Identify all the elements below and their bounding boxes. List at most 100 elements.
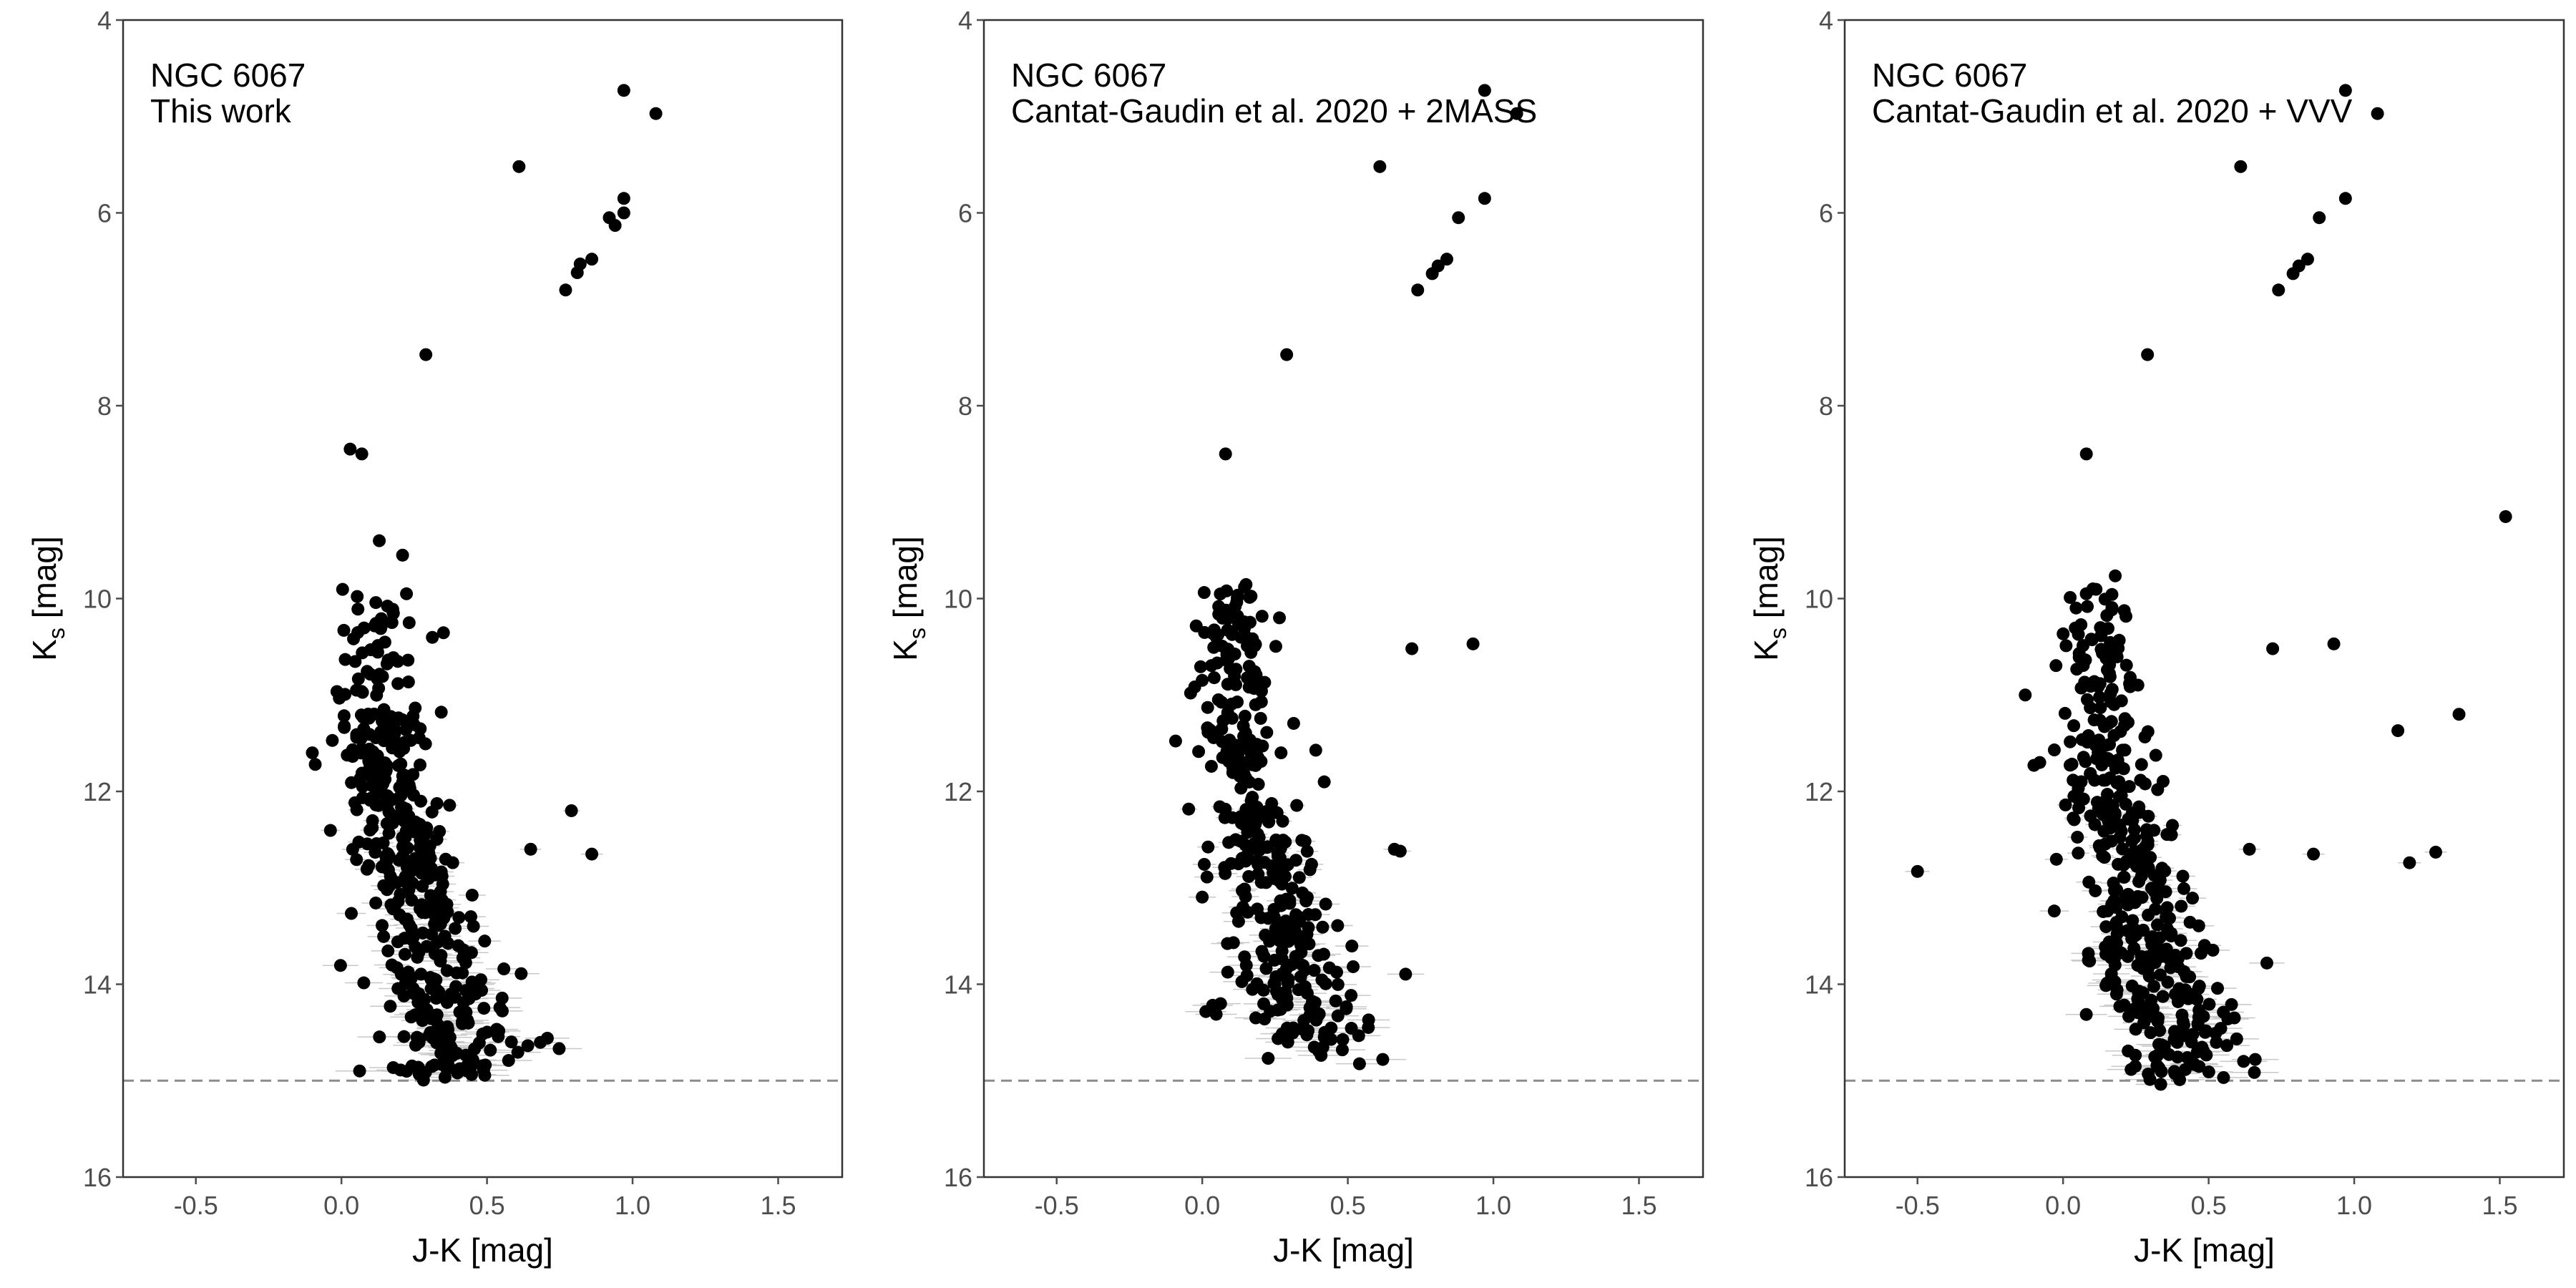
star-point bbox=[1188, 680, 1201, 693]
error-bars bbox=[307, 89, 660, 1081]
star-point bbox=[1204, 759, 1218, 773]
star-point bbox=[361, 665, 374, 678]
star-point bbox=[338, 653, 352, 666]
star-point bbox=[386, 731, 400, 745]
star-point bbox=[2059, 798, 2072, 811]
star-point bbox=[2096, 646, 2109, 660]
star-point bbox=[2114, 824, 2128, 838]
star-point bbox=[2090, 796, 2104, 809]
star-point bbox=[394, 1063, 407, 1077]
star-point bbox=[323, 824, 337, 837]
star-point bbox=[441, 937, 455, 950]
star-point bbox=[355, 447, 369, 461]
star-point bbox=[396, 769, 409, 783]
star-point bbox=[2094, 701, 2107, 715]
star-point bbox=[425, 1060, 439, 1073]
y-tick-label: 4 bbox=[1819, 6, 1833, 35]
star-point bbox=[2136, 986, 2150, 1000]
star-point bbox=[2171, 995, 2185, 1008]
star-point bbox=[1295, 1023, 1309, 1036]
star-point bbox=[2217, 1070, 2230, 1084]
star-point bbox=[1296, 886, 1309, 899]
star-point bbox=[1182, 802, 1196, 816]
star-point bbox=[377, 930, 391, 943]
star-point bbox=[2313, 211, 2326, 225]
star-point bbox=[452, 939, 465, 952]
star-point bbox=[416, 844, 430, 858]
star-point bbox=[617, 206, 630, 220]
star-point bbox=[2117, 998, 2131, 1012]
star-point bbox=[406, 768, 420, 781]
star-point bbox=[382, 879, 396, 893]
y-tick-label: 8 bbox=[1819, 391, 1833, 421]
star-point bbox=[434, 865, 448, 879]
star-point bbox=[2144, 851, 2157, 864]
star-point bbox=[1257, 997, 1271, 1010]
star-point bbox=[370, 688, 384, 702]
y-tick-label: 12 bbox=[1805, 777, 1833, 806]
x-axis-title: J-K [mag] bbox=[1273, 1231, 1414, 1269]
star-point bbox=[355, 766, 369, 780]
star-point bbox=[2225, 997, 2238, 1011]
star-point bbox=[1287, 716, 1300, 730]
star-point bbox=[1270, 858, 1284, 872]
star-point bbox=[1196, 890, 1209, 904]
star-point bbox=[2110, 920, 2124, 934]
star-point bbox=[1221, 937, 1234, 950]
star-point bbox=[2403, 856, 2416, 869]
star-point bbox=[2079, 1008, 2093, 1021]
star-point bbox=[385, 616, 399, 630]
star-point bbox=[440, 964, 454, 977]
star-point bbox=[1209, 1008, 1223, 1021]
star-point bbox=[1289, 924, 1302, 938]
star-point bbox=[2059, 639, 2073, 653]
star-point bbox=[2112, 857, 2125, 871]
star-point bbox=[484, 1043, 497, 1057]
star-point bbox=[441, 1023, 455, 1036]
star-point bbox=[370, 837, 384, 851]
star-point bbox=[2172, 983, 2186, 997]
star-point bbox=[400, 912, 414, 926]
star-point bbox=[357, 621, 371, 635]
star-point bbox=[467, 919, 480, 933]
star-point bbox=[400, 861, 414, 874]
star-point bbox=[1231, 591, 1244, 605]
star-point bbox=[1219, 603, 1233, 617]
star-point bbox=[2176, 869, 2190, 883]
star-point bbox=[1345, 989, 1358, 1002]
star-point bbox=[2049, 659, 2063, 673]
star-point bbox=[398, 947, 411, 961]
star-point bbox=[1331, 1009, 1345, 1023]
star-point bbox=[1254, 711, 1267, 725]
star-point bbox=[1199, 1005, 1213, 1018]
star-point bbox=[2077, 751, 2090, 764]
star-point bbox=[2266, 642, 2280, 655]
star-point bbox=[1249, 1011, 1262, 1025]
star-point bbox=[1241, 826, 1254, 839]
star-point bbox=[2093, 691, 2107, 704]
star-point bbox=[430, 832, 444, 846]
star-point bbox=[504, 1035, 518, 1049]
star-point bbox=[438, 1070, 452, 1084]
star-point bbox=[1200, 870, 1214, 884]
star-point bbox=[2168, 1067, 2182, 1080]
star-point bbox=[2202, 1065, 2215, 1079]
star-point bbox=[337, 709, 351, 723]
star-point bbox=[391, 935, 404, 949]
star-point bbox=[1275, 945, 1289, 958]
star-point bbox=[2135, 758, 2148, 771]
star-point bbox=[1250, 977, 1264, 990]
star-point bbox=[2101, 663, 2114, 677]
star-point bbox=[2119, 797, 2132, 811]
star-point bbox=[430, 1036, 444, 1050]
star-point bbox=[436, 626, 450, 640]
star-point bbox=[2079, 447, 2093, 461]
star-point bbox=[446, 856, 459, 869]
star-point bbox=[2047, 904, 2061, 918]
y-tick-label: 6 bbox=[1819, 199, 1833, 228]
star-point bbox=[2105, 587, 2119, 601]
star-point bbox=[1290, 799, 1304, 812]
star-point bbox=[649, 107, 663, 120]
star-point bbox=[419, 906, 432, 919]
